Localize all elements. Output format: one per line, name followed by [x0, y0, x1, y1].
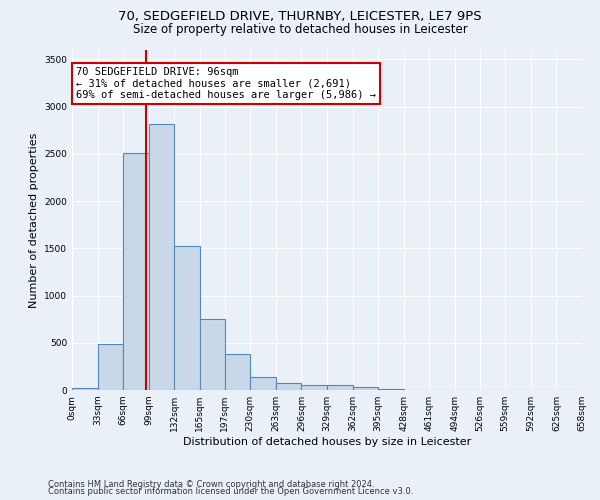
Bar	[250, 377, 276, 390]
Bar	[378, 389, 404, 390]
Text: 70, SEDGEFIELD DRIVE, THURNBY, LEICESTER, LE7 9PS: 70, SEDGEFIELD DRIVE, THURNBY, LEICESTER…	[118, 10, 482, 23]
Y-axis label: Number of detached properties: Number of detached properties	[29, 132, 38, 308]
Bar	[175, 246, 200, 390]
Text: 70 SEDGEFIELD DRIVE: 96sqm
← 31% of detached houses are smaller (2,691)
69% of s: 70 SEDGEFIELD DRIVE: 96sqm ← 31% of deta…	[76, 67, 376, 100]
Bar	[327, 385, 353, 390]
Bar	[123, 153, 149, 390]
Bar	[301, 385, 327, 390]
Bar	[224, 354, 250, 390]
Text: Size of property relative to detached houses in Leicester: Size of property relative to detached ho…	[133, 22, 467, 36]
Text: Contains public sector information licensed under the Open Government Licence v3: Contains public sector information licen…	[48, 487, 413, 496]
Bar	[353, 387, 378, 390]
Bar	[200, 319, 224, 390]
Bar	[149, 124, 175, 390]
Bar	[72, 388, 98, 390]
Text: Contains HM Land Registry data © Crown copyright and database right 2024.: Contains HM Land Registry data © Crown c…	[48, 480, 374, 489]
Bar	[276, 384, 301, 390]
Bar	[98, 344, 123, 390]
X-axis label: Distribution of detached houses by size in Leicester: Distribution of detached houses by size …	[183, 437, 471, 447]
